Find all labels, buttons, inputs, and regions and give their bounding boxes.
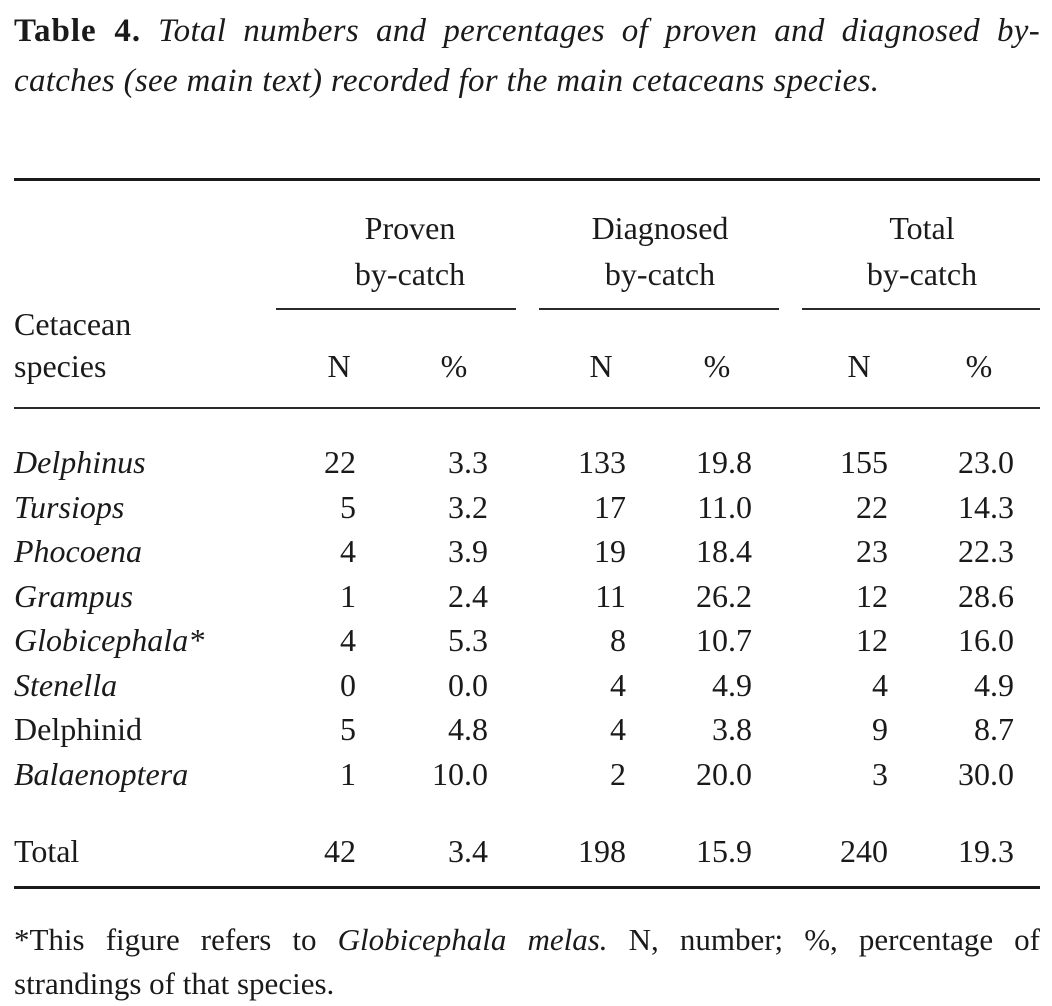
proven-pct-cell: 3.2	[448, 488, 488, 525]
diagnosed-header-line1: Diagnosed	[591, 210, 729, 246]
table-label: Table 4.	[14, 13, 142, 49]
total-n-header: N	[847, 348, 871, 384]
species-name: Tursiops	[14, 488, 125, 525]
species-header-line2: species	[14, 348, 107, 384]
total-pct-header: %	[965, 348, 993, 384]
total-proven-pct-cell: 3.4	[448, 833, 488, 869]
total-n-cell: 4	[872, 666, 888, 703]
total-diagnosed-n-cell: 198	[578, 833, 626, 869]
total-pct-cell: 22.3	[958, 533, 1014, 569]
table-page: Table 4. Total numbers and percentages o…	[14, 6, 1040, 1001]
diagnosed-n-cell: 4	[610, 666, 626, 703]
proven-pct-cell: 10.0	[432, 755, 488, 792]
table-bottom-rule	[14, 886, 1040, 889]
species-name: Delphinid	[14, 711, 142, 747]
proven-n-cell: 4	[340, 622, 356, 658]
total-total-pct-cell: 19.3	[958, 833, 1014, 869]
diagnosed-pct-cell: 19.8	[696, 444, 752, 480]
diagnosed-n-cell: 11	[595, 577, 626, 614]
species-name: Phocoena	[14, 533, 142, 569]
species-name: Stenella	[14, 666, 118, 703]
total-n-cell: 3	[872, 755, 888, 792]
species-name: Balaenoptera	[14, 755, 189, 792]
diagnosed-pct-cell: 3.8	[712, 711, 752, 747]
diagnosed-group-rule	[539, 308, 779, 310]
proven-pct-cell: 3.3	[448, 444, 488, 480]
proven-pct-cell: 3.9	[448, 533, 488, 569]
total-pct-cell: 4.9	[974, 666, 1014, 703]
proven-n-cell: 0	[340, 666, 356, 703]
proven-pct-cell: 4.8	[448, 711, 488, 747]
total-pct-cell: 23.0	[958, 444, 1014, 480]
proven-group-rule	[276, 308, 516, 310]
total-pct-cell: 30.0	[958, 755, 1014, 792]
total-header-line1: Total	[889, 210, 955, 246]
total-header-line2: by-catch	[866, 256, 978, 292]
total-group-rule	[802, 308, 1040, 310]
total-n-cell: 12	[856, 577, 888, 614]
total-pct-cell: 14.3	[958, 488, 1014, 525]
diagnosed-n-cell: 8	[610, 622, 626, 658]
diagnosed-n-cell: 2	[610, 755, 626, 792]
diagnosed-header-line2: by-catch	[604, 256, 716, 292]
proven-n-cell: 1	[340, 577, 356, 614]
proven-n-cell: 1	[340, 755, 356, 792]
table-caption: Table 4. Total numbers and percentages o…	[14, 6, 1040, 158]
footnote-part2: N, number; %, percentage of strandings o…	[14, 922, 1041, 1001]
diagnosed-pct-header: %	[703, 348, 731, 384]
footnote-species: Globicephala melas.	[337, 922, 608, 957]
total-pct-cell: 28.6	[958, 577, 1014, 614]
diagnosed-pct-cell: 18.4	[696, 533, 752, 569]
total-proven-n-cell: 42	[324, 833, 356, 869]
diagnosed-pct-cell: 20.0	[696, 755, 752, 792]
diagnosed-n-cell: 4	[610, 711, 626, 747]
total-row-label: Total	[14, 833, 80, 869]
footnote-part1: *This figure refers to	[14, 922, 338, 957]
total-n-cell: 12	[856, 622, 888, 658]
table-top-rule	[14, 178, 1040, 181]
proven-n-cell: 5	[340, 488, 356, 525]
header-bottom-rule	[14, 407, 1040, 409]
table-footnote: *This figure refers to Globicephala mela…	[14, 918, 1040, 1006]
total-n-cell: 22	[856, 488, 888, 525]
diagnosed-n-cell: 133	[578, 444, 626, 480]
total-diagnosed-pct-cell: 15.9	[696, 833, 752, 869]
proven-header-line1: Proven	[364, 210, 456, 246]
proven-n-cell: 5	[340, 711, 356, 747]
total-total-n-cell: 240	[840, 833, 888, 869]
species-header-line1: Cetacean	[14, 306, 132, 342]
species-name: Delphinus	[14, 444, 146, 480]
proven-n-cell: 22	[324, 444, 356, 480]
diagnosed-n-cell: 17	[594, 488, 626, 525]
total-pct-cell: 16.0	[958, 622, 1014, 658]
total-n-cell: 155	[840, 444, 888, 480]
proven-pct-cell: 5.3	[448, 622, 488, 658]
total-n-cell: 23	[856, 533, 888, 569]
proven-pct-cell: 2.4	[448, 577, 488, 614]
diagnosed-pct-cell: 4.9	[712, 666, 752, 703]
diagnosed-pct-cell: 26.2	[696, 577, 752, 614]
proven-header-line2: by-catch	[354, 256, 466, 292]
caption-text: Total numbers and percentages of proven …	[14, 13, 1040, 99]
diagnosed-n-header: N	[589, 348, 613, 384]
proven-n-cell: 4	[340, 533, 356, 569]
proven-pct-cell: 0.0	[448, 666, 488, 703]
proven-pct-header: %	[440, 348, 468, 384]
diagnosed-n-cell: 19	[594, 533, 626, 569]
diagnosed-pct-cell: 11.0	[697, 488, 752, 525]
total-n-cell: 9	[872, 711, 888, 747]
species-name: Globicephala*	[14, 622, 205, 658]
proven-n-header: N	[327, 348, 351, 384]
total-pct-cell: 8.7	[974, 711, 1014, 747]
species-name: Grampus	[14, 577, 134, 614]
diagnosed-pct-cell: 10.7	[696, 622, 752, 658]
